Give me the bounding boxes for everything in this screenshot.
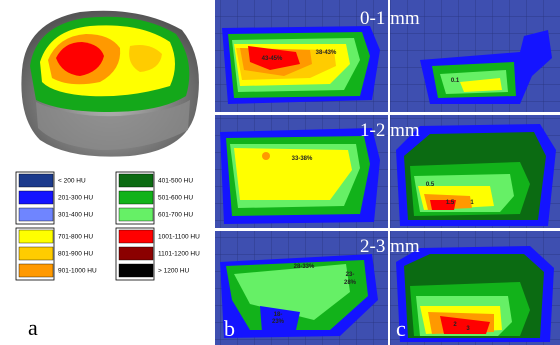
legend-label: 901-1000 HU bbox=[58, 268, 97, 275]
panel-label: a bbox=[28, 315, 38, 340]
legend-label: 701-800 HU bbox=[58, 234, 93, 241]
legend-swatch bbox=[19, 174, 53, 187]
legend-swatch bbox=[19, 230, 53, 243]
legend-label: 201-300 HU bbox=[58, 195, 93, 202]
legend-label: > 1200 HU bbox=[158, 268, 190, 275]
row-label: 1-2 mm bbox=[360, 120, 420, 141]
legend-swatch bbox=[119, 174, 153, 187]
annotation: 38-43% bbox=[316, 50, 337, 56]
figure: < 200 HU 201-300 HU 301-400 HU 401-500 HU 50… bbox=[0, 0, 560, 345]
legend-swatch bbox=[19, 247, 53, 260]
annotation: 28-33% bbox=[294, 264, 315, 270]
legend-label: 1001-1100 HU bbox=[158, 234, 200, 241]
legend-label: 501-600 HU bbox=[158, 195, 193, 202]
legend-label: 1101-1200 HU bbox=[158, 251, 200, 258]
legend-swatch bbox=[19, 191, 53, 204]
legend-label: < 200 HU bbox=[58, 178, 86, 185]
legend-swatch bbox=[119, 191, 153, 204]
annotation: 33-38% bbox=[292, 156, 313, 162]
contour-map: 33-38% bbox=[220, 128, 380, 224]
legend-swatch bbox=[119, 230, 153, 243]
annotation: 0.1 bbox=[451, 78, 460, 84]
annotation: 23% bbox=[272, 319, 285, 325]
annotation: 23- bbox=[346, 272, 355, 278]
legend-swatch bbox=[119, 247, 153, 260]
legend-label: 301-400 HU bbox=[58, 212, 93, 219]
panel-label: b bbox=[224, 316, 235, 341]
legend-swatch bbox=[19, 208, 53, 221]
row-label: 0-1 mm bbox=[360, 8, 420, 29]
annotation: 18- bbox=[274, 312, 283, 318]
annotation: 0.5 bbox=[426, 182, 435, 188]
contour-map: 0.5 1.5 1 bbox=[396, 124, 556, 226]
legend: < 200 HU 201-300 HU 301-400 HU 401-500 HU 50… bbox=[16, 172, 200, 280]
legend-label: 401-500 HU bbox=[158, 178, 193, 185]
legend-swatch bbox=[19, 264, 53, 277]
legend-swatch bbox=[119, 208, 153, 221]
annotation: 43-45% bbox=[262, 56, 283, 62]
legend-label: 601-700 HU bbox=[158, 212, 193, 219]
legend-label: 801-900 HU bbox=[58, 251, 93, 258]
annotation: 28% bbox=[344, 280, 357, 286]
legend-swatch bbox=[119, 264, 153, 277]
panel-label: c bbox=[396, 316, 406, 341]
bone-render bbox=[21, 11, 199, 157]
contour-map: 2 3 bbox=[396, 246, 554, 342]
annotation: 1.5 bbox=[446, 200, 455, 206]
row-label: 2-3 mm bbox=[360, 236, 420, 257]
contour-map: 43-45% 38-43% bbox=[222, 26, 380, 104]
